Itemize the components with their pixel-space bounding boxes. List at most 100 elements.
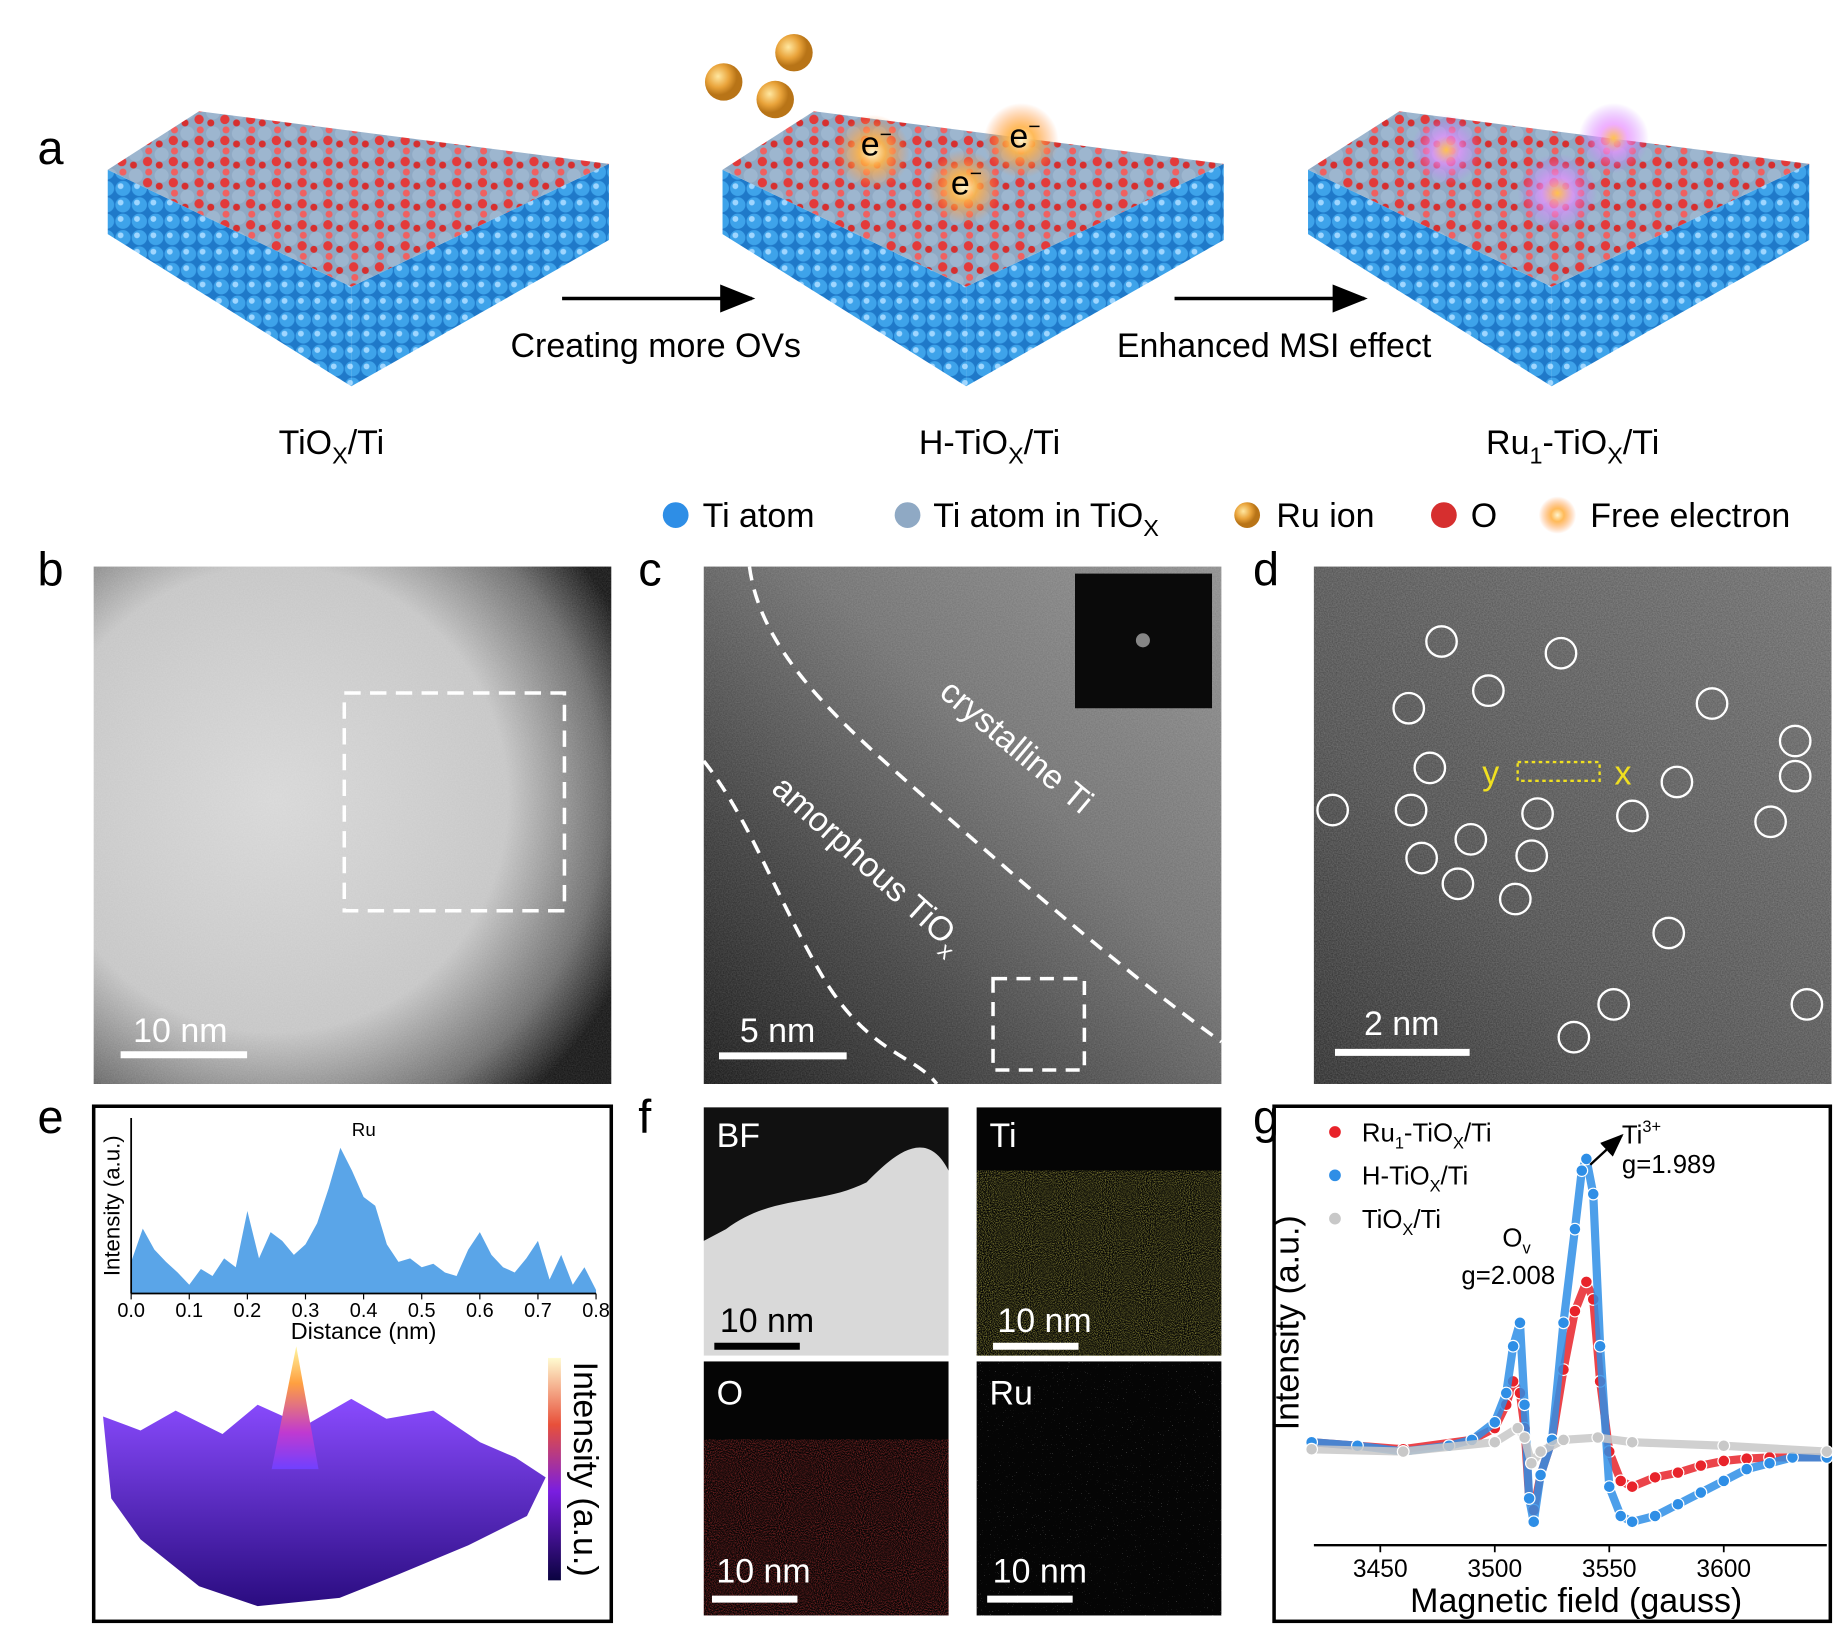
t: TiO [1362, 1206, 1403, 1234]
atom-marker [1392, 691, 1426, 725]
spectrum-point [1579, 1152, 1593, 1166]
selection [342, 691, 567, 913]
spectrum-line [1311, 1277, 1827, 1515]
panel-label: a [37, 122, 64, 174]
stage-label: TiOX/Ti [279, 424, 385, 468]
legend-label: Ti atom [703, 497, 815, 535]
t: − [970, 162, 982, 185]
t: X [1430, 1178, 1441, 1196]
panel-c: crystalline Ti amorphous TiOx 5 nm [702, 566, 1223, 1086]
ru-glow [1578, 103, 1649, 174]
spectrum-point [1513, 1316, 1527, 1330]
scale-label: 5 nm [740, 1012, 815, 1050]
atom-marker [1778, 724, 1812, 758]
atom-marker [1557, 1020, 1591, 1054]
map-ru-signal [976, 1361, 1222, 1616]
panel-b: 10 nm [93, 566, 612, 1084]
spectrum-line [1311, 1424, 1828, 1468]
spectrum-point [1511, 1421, 1525, 1435]
t: 1 [1529, 443, 1542, 469]
spectrum-point [1575, 1164, 1589, 1178]
spectrum-point [1671, 1466, 1685, 1480]
map-bf-dark [703, 1107, 949, 1241]
t: /Ti [348, 424, 384, 462]
t: Ru [1362, 1119, 1395, 1147]
spectrum-point [1671, 1497, 1685, 1511]
panel-label: f [638, 1091, 652, 1143]
map-label: BF [717, 1117, 760, 1155]
electron-glow [926, 149, 1002, 225]
spectrum-point [1586, 1187, 1600, 1201]
legend-label: Ru ion [1276, 497, 1374, 535]
spectrum-point [1396, 1445, 1410, 1459]
spectrum-point [1602, 1480, 1616, 1494]
panel-label: d [1253, 543, 1279, 595]
t: Ru [1486, 424, 1529, 462]
t: − [1028, 115, 1040, 138]
atom-marker [1778, 759, 1812, 793]
spectrum-point [1648, 1509, 1662, 1523]
legend-label: Ru1-TiOX/Ti [1362, 1119, 1492, 1152]
spectrum-point [1648, 1470, 1662, 1484]
spectrum-point [1527, 1515, 1541, 1529]
y-axis-label: Intensity (a.u.) [1269, 1215, 1307, 1430]
legend-label: H-TiOX/Ti [1362, 1163, 1468, 1196]
spectrum-point [1694, 1486, 1708, 1499]
x-tick-label: 0.4 [350, 1300, 378, 1322]
atom-marker [1695, 687, 1729, 720]
legend-marker [1329, 1169, 1341, 1182]
x-tick-label: 0.7 [524, 1300, 552, 1322]
t: /Ti [1413, 1206, 1441, 1234]
annotation: g=2.008 [1461, 1262, 1555, 1290]
spectrum-point [1591, 1431, 1605, 1444]
spectrum-point [1534, 1445, 1548, 1459]
noise [1313, 566, 1832, 1084]
spectrum-point [1694, 1459, 1708, 1473]
spectrum-point [1506, 1339, 1520, 1353]
x-tick-label: 0.2 [234, 1300, 262, 1322]
spectrum-point [1557, 1316, 1570, 1330]
legend-label: O [1471, 497, 1497, 535]
t: -TiO [1404, 1119, 1453, 1147]
map-label: Ti [990, 1117, 1017, 1155]
x-tick-label: 3550 [1582, 1556, 1637, 1583]
atom-marker [1413, 751, 1447, 785]
colorbar-label: Intensity (a.u.) [566, 1362, 604, 1577]
x-axis-label: Distance (nm) [291, 1318, 437, 1344]
scale-label: 10 nm [993, 1553, 1087, 1591]
spectrum-point [1625, 1515, 1639, 1529]
t: X [1453, 1134, 1464, 1152]
ru-ion [704, 63, 743, 101]
t: /Ti [1024, 424, 1060, 462]
spectrum-point [1614, 1474, 1628, 1488]
annotation: Ov [1502, 1225, 1531, 1258]
spectrum-point [1717, 1454, 1731, 1468]
t: X [1607, 443, 1623, 469]
spectrum-point [1522, 1491, 1536, 1505]
y-axis-label: Intensity (a.u.) [99, 1135, 124, 1276]
spectrum-point [1524, 1456, 1538, 1470]
map-label: Ru [990, 1375, 1033, 1413]
legend-label: Ti atom in TiOX [933, 497, 1159, 541]
annotation: Ti3+ [1622, 1118, 1661, 1150]
marker-label: y [1482, 754, 1499, 792]
panel-label: e [37, 1091, 63, 1143]
x-tick-label: 0.8 [582, 1300, 610, 1322]
ru-ion [756, 80, 794, 119]
ru-glow [1411, 114, 1482, 185]
atom-marker [1405, 841, 1439, 875]
boundary [747, 566, 1223, 1044]
scale-label: 10 nm [720, 1302, 814, 1340]
legend-label: TiOX/Ti [1362, 1206, 1441, 1239]
spectrum-point [1625, 1435, 1639, 1449]
t: X [1143, 515, 1159, 541]
scale-label: 10 nm [716, 1553, 810, 1591]
spectrum-point [1717, 1474, 1731, 1488]
atom-marker [1754, 805, 1787, 839]
scale-label: 10 nm [997, 1302, 1091, 1340]
map-o-signal [703, 1439, 949, 1616]
t: /Ti [1623, 424, 1659, 462]
arrow-label: Enhanced MSI effect [1117, 327, 1432, 365]
panel-label: c [638, 543, 661, 595]
